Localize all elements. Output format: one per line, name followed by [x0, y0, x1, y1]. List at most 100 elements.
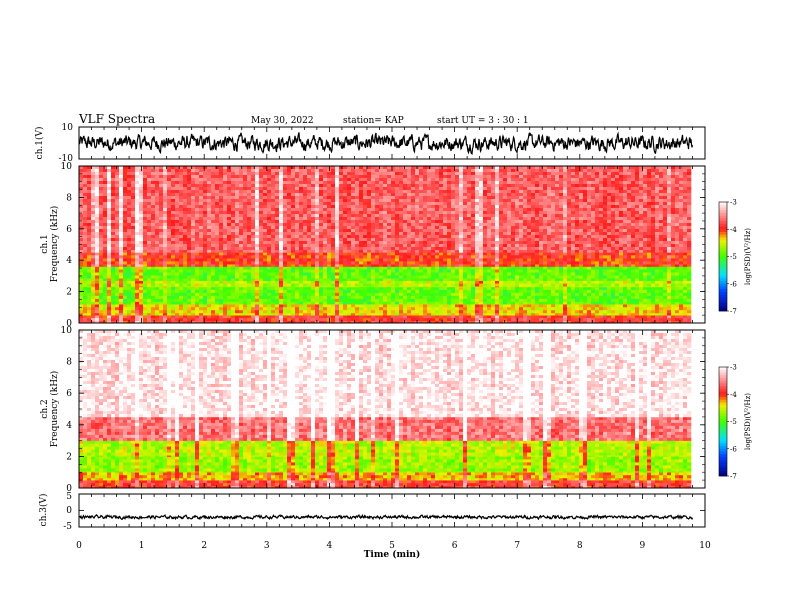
spectrogram-cell [155, 321, 160, 324]
spectrogram-cell [619, 166, 624, 170]
spectrogram-cell [95, 280, 100, 284]
spectrogram-cell [247, 252, 252, 256]
spectrogram-cell [447, 272, 452, 276]
spectrogram-cell [471, 278, 476, 281]
spectrogram-cell [463, 304, 468, 308]
spectrogram-cell [207, 169, 212, 173]
spectrogram-cell [231, 310, 236, 314]
spectrogram-cell [183, 307, 188, 311]
spectrogram-cell [687, 175, 692, 179]
spectrogram-cell [507, 286, 512, 288]
spectrogram-cell [439, 310, 444, 314]
spectrogram-cell [499, 283, 504, 287]
spectrogram-cell [483, 258, 488, 262]
spectrogram-cell [499, 175, 504, 179]
spectrogram-cell [119, 298, 124, 303]
spectrogram-cell [119, 278, 124, 281]
spectrogram-cell [683, 304, 688, 308]
spectrogram-cell [347, 264, 352, 267]
spectrogram-cell [471, 280, 476, 284]
spectrogram-cell [107, 307, 112, 311]
spectrogram-cell [95, 286, 100, 291]
spectrogram-cell [251, 321, 256, 324]
spectrogram-cell [583, 318, 588, 322]
spectrogram-cell [275, 315, 280, 319]
spectrogram-cell [99, 313, 104, 316]
spectrogram-cell [527, 321, 532, 324]
spectrogram-cell [375, 286, 380, 291]
spectrogram-cell [335, 181, 340, 185]
spectrogram-cell [479, 255, 484, 259]
spectrogram-cell [103, 280, 108, 284]
spectrogram-cell [631, 313, 636, 316]
spectrogram-cell [507, 172, 512, 176]
spectrogram-cell [687, 313, 692, 316]
spectrogram-cell [243, 264, 248, 267]
spectrogram-cell [363, 286, 368, 288]
spectrogram-cell [623, 178, 628, 182]
spectrogram-cell [447, 172, 452, 176]
spectrogram-cell [251, 255, 256, 259]
spectrogram-cell [687, 292, 692, 297]
spectrogram-cell [583, 298, 588, 303]
spectrogram-cell [219, 286, 224, 291]
spectrogram-cell [675, 178, 680, 182]
spectrogram-cell [175, 321, 180, 324]
spectrogram-cell [291, 175, 296, 179]
spectrogram-cell [247, 295, 252, 300]
spectrogram-cell [431, 298, 436, 303]
spectrogram-cell [467, 252, 472, 256]
spectrogram-cell [647, 264, 652, 267]
spectrogram-cell [171, 278, 176, 281]
spectrogram-cell [679, 175, 684, 179]
spectrogram-cell [135, 258, 140, 262]
spectrogram-cell [475, 318, 480, 322]
spectrogram-cell [347, 255, 352, 259]
spectrogram-cell [371, 304, 376, 308]
spectrogram-cell [423, 266, 428, 270]
spectrogram-cell [255, 258, 260, 262]
spectrogram-cell [459, 166, 464, 170]
spectrogram-cell [435, 292, 440, 297]
spectrogram-cell [163, 272, 168, 276]
spectrogram-cell [255, 275, 260, 279]
spectrogram-cell [607, 283, 612, 287]
spectrogram-cell [235, 169, 240, 173]
spectrogram-cell [631, 261, 636, 265]
spectrogram-cell [167, 175, 172, 179]
spectrogram-cell [227, 289, 232, 294]
spectrogram-cell [295, 278, 300, 281]
spectrogram-cell [519, 252, 524, 256]
spectrogram-cell [503, 261, 508, 265]
spectrogram-cell [127, 298, 132, 303]
spectrogram-cell [435, 275, 440, 279]
spectrogram-cell [559, 266, 564, 270]
spectrogram-cell [435, 286, 440, 288]
spectrogram-cell [335, 172, 340, 176]
spectrogram-cell [343, 275, 348, 279]
spectrogram-cell [535, 318, 540, 322]
spectrogram-cell [567, 315, 572, 319]
spectrogram-cell [583, 169, 588, 173]
spectrogram-cell [663, 252, 668, 256]
spectrogram-cell [579, 266, 584, 270]
spectrogram-cell [547, 313, 552, 316]
spectrogram-cell [163, 286, 168, 288]
spectrogram-cell [391, 266, 396, 270]
spectrogram-cell [607, 292, 612, 297]
spectrogram-cell [471, 172, 476, 176]
spectrogram-cell [279, 283, 284, 287]
spectrogram-cell [591, 315, 596, 319]
spectrogram-cell [575, 255, 580, 259]
spectrogram-cell [359, 272, 364, 276]
spectrogram-cell [151, 272, 156, 276]
spectrogram-cell [383, 175, 388, 179]
spectrogram-cell [619, 304, 624, 308]
spectrogram-cell [603, 172, 608, 176]
spectrogram-cell [515, 252, 520, 256]
spectrogram-cell [315, 313, 320, 316]
spectrogram-cell [347, 295, 352, 300]
spectrogram-cell [159, 304, 164, 308]
spectrogram-cell [383, 264, 388, 267]
spectrogram-cell [99, 283, 104, 287]
